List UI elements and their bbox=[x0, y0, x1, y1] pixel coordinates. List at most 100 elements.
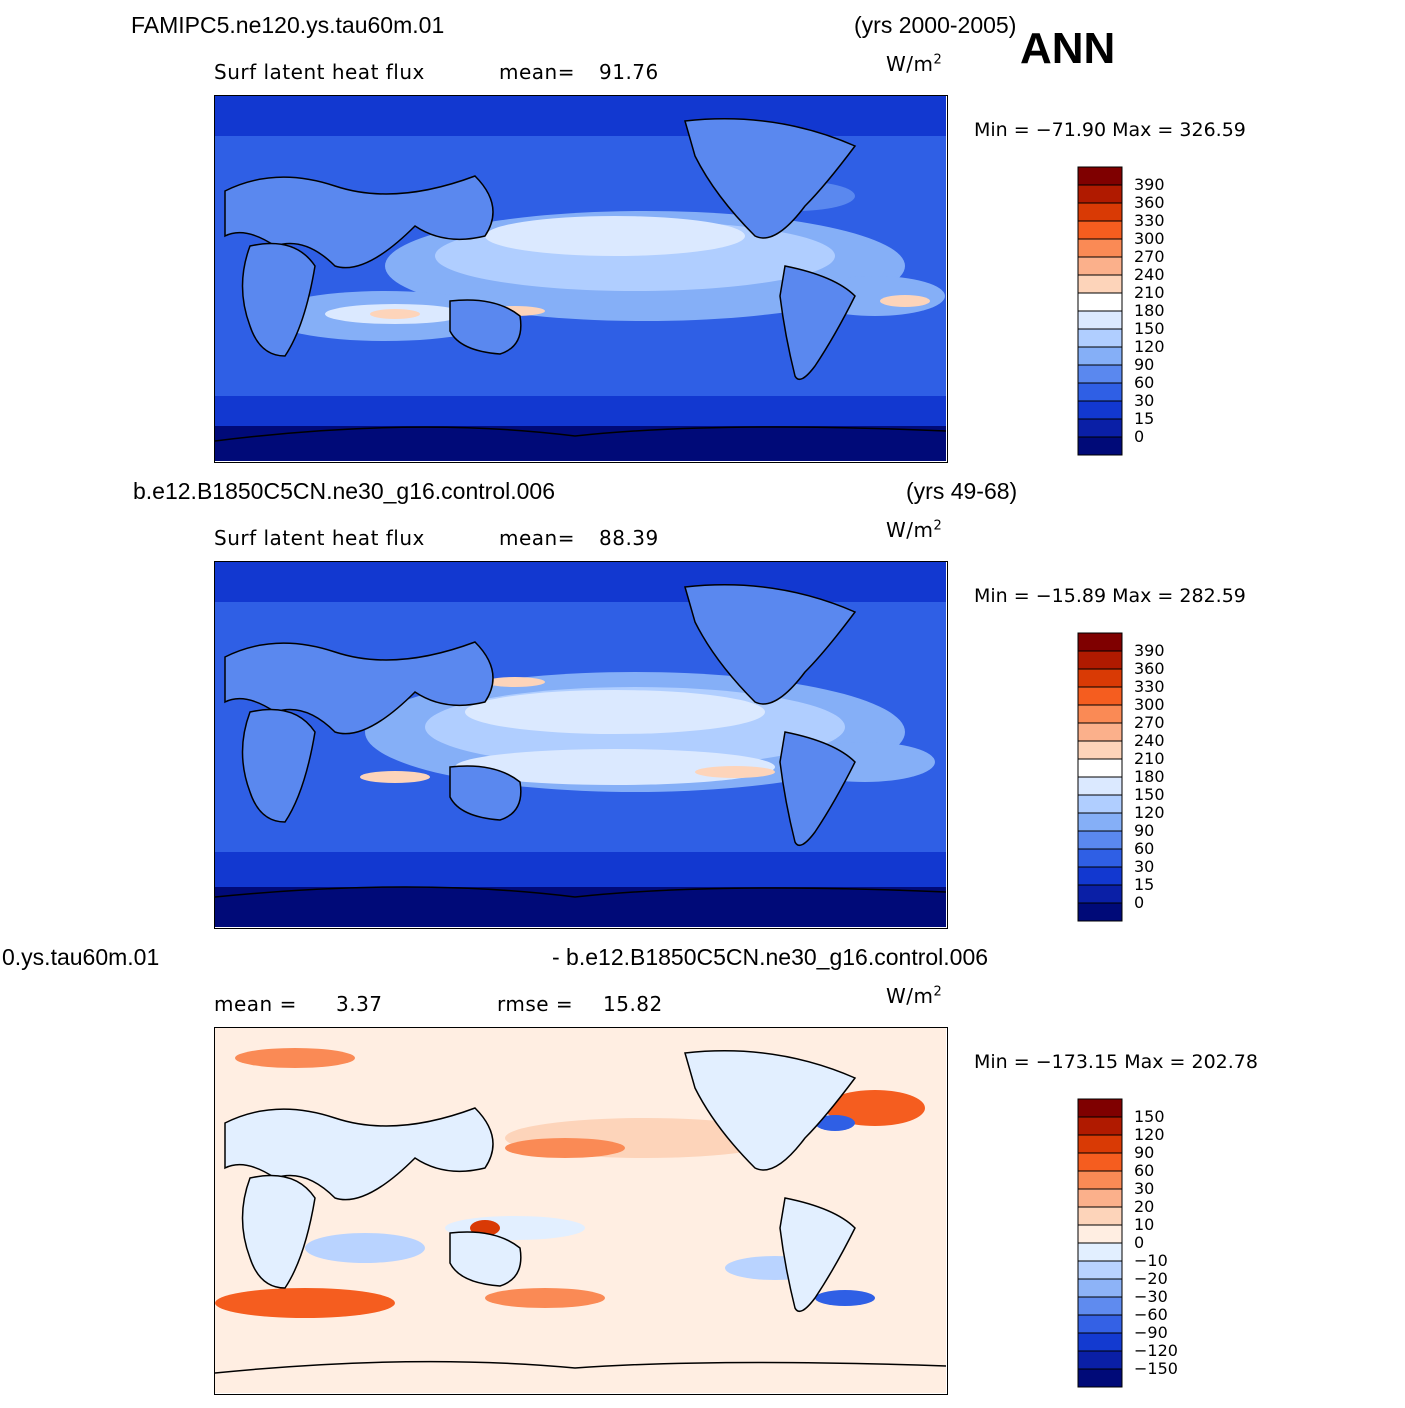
colorbar-segment bbox=[1077, 1314, 1123, 1334]
panel2-variable: Surf latent heat flux bbox=[214, 526, 425, 550]
colorbar-level-label: 30 bbox=[1134, 1179, 1155, 1198]
colorbar-level-label: 330 bbox=[1134, 211, 1165, 230]
panel1-mean-value: 91.76 bbox=[599, 60, 659, 84]
colorbar-segment bbox=[1077, 1152, 1123, 1172]
colorbar-segment bbox=[1077, 1242, 1123, 1262]
panel1-map bbox=[214, 95, 948, 463]
colorbar-segment bbox=[1077, 202, 1123, 222]
panel1-years: (yrs 2000-2005) bbox=[854, 12, 1017, 38]
colorbar-segment bbox=[1077, 418, 1123, 438]
colorbar-segment bbox=[1077, 686, 1123, 706]
colorbar-level-label: 15 bbox=[1134, 409, 1155, 428]
colorbar-level-label: 90 bbox=[1134, 355, 1155, 374]
panel1-minmax: Min = −71.90 Max = 326.59 bbox=[974, 119, 1246, 141]
colorbar-level-label: 270 bbox=[1134, 247, 1165, 266]
colorbar-level-label: 30 bbox=[1134, 391, 1155, 410]
colorbar-segment bbox=[1077, 184, 1123, 204]
colorbar-level-label: −20 bbox=[1134, 1269, 1168, 1288]
colorbar-level-label: 300 bbox=[1134, 695, 1165, 714]
colorbar-level-label: 60 bbox=[1134, 839, 1155, 858]
panel3-max-value: 202.78 bbox=[1191, 1051, 1258, 1073]
colorbar-level-label: 60 bbox=[1134, 1161, 1155, 1180]
colorbar-segment bbox=[1077, 1350, 1123, 1370]
colorbar-level-label: 360 bbox=[1134, 193, 1165, 212]
colorbar-segment bbox=[1077, 1206, 1123, 1226]
colorbar-segment bbox=[1077, 704, 1123, 724]
colorbar-level-label: −150 bbox=[1134, 1359, 1178, 1378]
panel3-units: W/m2 bbox=[886, 984, 943, 1008]
panel3-comparison: - b.e12.B1850C5CN.ne30_g16.control.006 bbox=[552, 944, 989, 970]
colorbar-segment bbox=[1077, 776, 1123, 796]
panel2-map bbox=[214, 561, 948, 929]
panel3-mean-value: 3.37 bbox=[336, 992, 383, 1016]
colorbar-level-label: −90 bbox=[1134, 1323, 1168, 1342]
panel2-colorbar-labels: 390 360 330 300 270 240 210 180 150 120 90 60 30 15 0 bbox=[1134, 642, 1165, 912]
colorbar-level-label: 330 bbox=[1134, 677, 1165, 696]
panel2-colorbar bbox=[1077, 632, 1123, 922]
panel3-mean-label: mean = bbox=[214, 992, 297, 1016]
colorbar-segment bbox=[1077, 1188, 1123, 1208]
colorbar-level-label: 150 bbox=[1134, 785, 1165, 804]
colorbar-level-label: 90 bbox=[1134, 821, 1155, 840]
colorbar-segment bbox=[1077, 1296, 1123, 1316]
panel1-units: W/m2 bbox=[886, 52, 943, 76]
panel2-units: W/m2 bbox=[886, 518, 943, 542]
colorbar-segment bbox=[1077, 1170, 1123, 1190]
colorbar-segment bbox=[1077, 256, 1123, 276]
colorbar-level-label: −10 bbox=[1134, 1251, 1168, 1270]
colorbar-segment bbox=[1077, 794, 1123, 814]
colorbar-level-label: 120 bbox=[1134, 1125, 1165, 1144]
panel3-case-name: 0.ys.tau60m.01 bbox=[2, 944, 160, 970]
colorbar-segment bbox=[1077, 1332, 1123, 1352]
colorbar-level-label: 210 bbox=[1134, 749, 1165, 768]
colorbar-level-label: 15 bbox=[1134, 875, 1155, 894]
panel1-variable: Surf latent heat flux bbox=[214, 60, 425, 84]
colorbar-segment bbox=[1077, 220, 1123, 240]
colorbar-segment bbox=[1077, 830, 1123, 850]
colorbar-level-label: 90 bbox=[1134, 1143, 1155, 1162]
colorbar-level-label: 390 bbox=[1134, 641, 1165, 660]
colorbar-level-label: 120 bbox=[1134, 337, 1165, 356]
colorbar-segment bbox=[1077, 722, 1123, 742]
colorbar-level-label: 30 bbox=[1134, 857, 1155, 876]
panel1-mean-label: mean= bbox=[499, 60, 575, 84]
colorbar-segment bbox=[1077, 902, 1123, 922]
panel1-case-name: FAMIPC5.ne120.ys.tau60m.01 bbox=[131, 12, 445, 38]
colorbar-segment bbox=[1077, 1368, 1123, 1388]
colorbar-segment bbox=[1077, 650, 1123, 670]
panel1-colorbar-labels: 390 360 330 300 270 240 210 180 150 120 90 60 30 15 0 bbox=[1134, 176, 1165, 446]
panel3-map bbox=[214, 1027, 948, 1395]
colorbar-level-label: 210 bbox=[1134, 283, 1165, 302]
panel2-mean-label: mean= bbox=[499, 526, 575, 550]
colorbar-level-label: 390 bbox=[1134, 175, 1165, 194]
panel3-max-label: Max = bbox=[1124, 1051, 1186, 1073]
colorbar-level-label: 360 bbox=[1134, 659, 1165, 678]
colorbar-level-label: −120 bbox=[1134, 1341, 1178, 1360]
panel2-max-label: Max = bbox=[1112, 585, 1174, 607]
colorbar-level-label: 150 bbox=[1134, 319, 1165, 338]
colorbar-segment bbox=[1077, 884, 1123, 904]
colorbar-segment bbox=[1077, 436, 1123, 456]
colorbar-level-label: 0 bbox=[1134, 893, 1145, 912]
colorbar-level-label: 270 bbox=[1134, 713, 1165, 732]
colorbar-segment bbox=[1077, 740, 1123, 760]
colorbar-segment bbox=[1077, 292, 1123, 312]
colorbar-level-label: 10 bbox=[1134, 1215, 1155, 1234]
colorbar-segment bbox=[1077, 364, 1123, 384]
colorbar-segment bbox=[1077, 668, 1123, 688]
colorbar-segment bbox=[1077, 328, 1123, 348]
season-label: ANN bbox=[1020, 24, 1116, 73]
colorbar-segment bbox=[1077, 1278, 1123, 1298]
panel2-min-label: Min = bbox=[974, 585, 1030, 607]
panel2-mean-value: 88.39 bbox=[599, 526, 659, 550]
colorbar-segment bbox=[1077, 310, 1123, 330]
colorbar-segment bbox=[1077, 1260, 1123, 1280]
panel1-max-label: Max = bbox=[1112, 119, 1174, 141]
colorbar-segment bbox=[1077, 1224, 1123, 1244]
colorbar-level-label: 240 bbox=[1134, 265, 1165, 284]
panel2-case-name: b.e12.B1850C5CN.ne30_g16.control.006 bbox=[133, 478, 555, 504]
colorbar-segment bbox=[1077, 274, 1123, 294]
colorbar-level-label: 240 bbox=[1134, 731, 1165, 750]
panel3-colorbar-labels: 150 120 90 60 30 20 10 0 −10 −20 −30 −60 −90 −120 −150 bbox=[1134, 1108, 1178, 1378]
colorbar-segment bbox=[1077, 166, 1123, 186]
